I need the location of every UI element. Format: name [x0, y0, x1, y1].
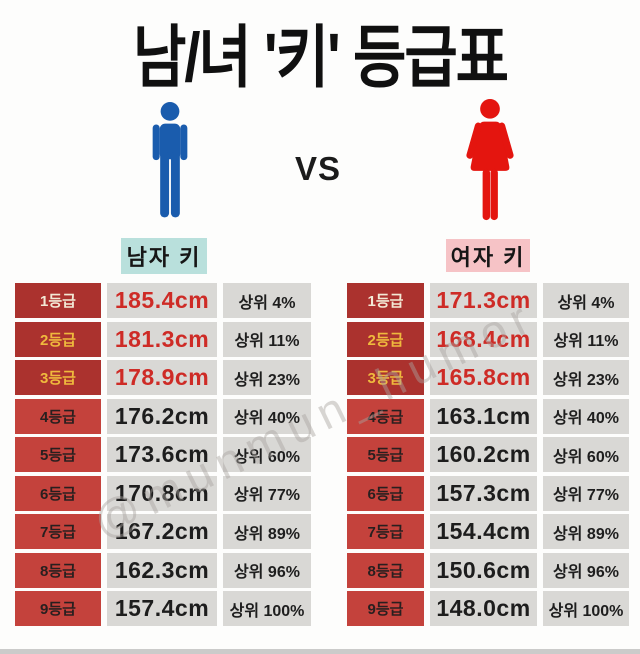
male-row-5: 5등급 173.6cm 상위 60%: [15, 437, 311, 472]
male-percentile-value: 상위 77%: [223, 475, 311, 511]
female-percentile-value: 상위 100%: [543, 591, 629, 626]
female-grade-badge: 6등급: [347, 475, 424, 511]
female-percentile-value: 상위 4%: [543, 283, 629, 318]
female-grade-badge: 9등급: [347, 591, 424, 626]
male-row-1: 1등급 185.4cm 상위 4%: [15, 283, 311, 318]
vs-label: VS: [295, 150, 342, 187]
female-row-9: 9등급 148.0cm 상위 100%: [347, 591, 629, 626]
male-row-4: 4등급 176.2cm 상위 40%: [15, 398, 311, 434]
male-height-table: 1등급 185.4cm 상위 4% 2등급 181.3cm 상위 11% 3등급 178.9c…: [15, 283, 311, 630]
male-height-value: 167.2cm: [107, 514, 217, 549]
male-height-value: 176.2cm: [107, 398, 217, 434]
female-height-value: 150.6cm: [430, 552, 537, 588]
female-percentile-value: 상위 60%: [543, 437, 629, 472]
male-percentile-value: 상위 89%: [223, 514, 311, 549]
male-table-label: 남자 키: [121, 238, 207, 274]
female-height-value: 160.2cm: [430, 437, 537, 472]
male-grade-badge: 1등급: [15, 283, 101, 318]
male-row-9: 9등급 157.4cm 상위 100%: [15, 591, 311, 626]
female-icon: [466, 98, 514, 221]
female-figure: [458, 98, 522, 226]
male-icon: [152, 102, 188, 218]
female-grade-badge: 2등급: [347, 321, 424, 357]
male-row-3: 3등급 178.9cm 상위 23%: [15, 360, 311, 395]
male-percentile-value: 상위 40%: [223, 398, 311, 434]
female-height-table: 1등급 171.3cm 상위 4% 2등급 168.4cm 상위 11% 3등급 165.8c…: [347, 283, 629, 630]
female-row-6: 6등급 157.3cm 상위 77%: [347, 475, 629, 511]
female-height-value: 168.4cm: [430, 321, 537, 357]
male-grade-badge: 5등급: [15, 437, 101, 472]
female-percentile-value: 상위 77%: [543, 475, 629, 511]
female-grade-badge: 5등급: [347, 437, 424, 472]
female-height-value: 165.8cm: [430, 360, 537, 395]
male-percentile-value: 상위 11%: [223, 321, 311, 357]
male-percentile-value: 상위 4%: [223, 283, 311, 318]
female-row-5: 5등급 160.2cm 상위 60%: [347, 437, 629, 472]
male-percentile-value: 상위 100%: [223, 591, 311, 626]
female-percentile-value: 상위 89%: [543, 514, 629, 549]
female-grade-badge: 1등급: [347, 283, 424, 318]
male-percentile-value: 상위 60%: [223, 437, 311, 472]
page-title: 남/녀 '키' 등급표: [132, 19, 509, 97]
male-height-value: 178.9cm: [107, 360, 217, 395]
female-row-8: 8등급 150.6cm 상위 96%: [347, 552, 629, 588]
male-figure: [140, 98, 200, 226]
female-grade-badge: 4등급: [347, 398, 424, 434]
female-height-value: 171.3cm: [430, 283, 537, 318]
female-row-3: 3등급 165.8cm 상위 23%: [347, 360, 629, 395]
female-height-value: 154.4cm: [430, 514, 537, 549]
male-grade-badge: 9등급: [15, 591, 101, 626]
male-grade-badge: 7등급: [15, 514, 101, 549]
female-grade-badge: 7등급: [347, 514, 424, 549]
female-height-value: 148.0cm: [430, 591, 537, 626]
male-grade-badge: 3등급: [15, 360, 101, 395]
female-row-1: 1등급 171.3cm 상위 4%: [347, 283, 629, 318]
male-grade-badge: 4등급: [15, 398, 101, 434]
male-grade-badge: 2등급: [15, 321, 101, 357]
bottom-strip: [0, 649, 640, 654]
male-grade-badge: 6등급: [15, 475, 101, 511]
female-percentile-value: 상위 23%: [543, 360, 629, 395]
male-height-value: 181.3cm: [107, 321, 217, 357]
female-percentile-value: 상위 40%: [543, 398, 629, 434]
female-height-value: 157.3cm: [430, 475, 537, 511]
male-row-2: 2등급 181.3cm 상위 11%: [15, 321, 311, 357]
female-grade-badge: 8등급: [347, 552, 424, 588]
female-percentile-value: 상위 11%: [543, 321, 629, 357]
female-row-7: 7등급 154.4cm 상위 89%: [347, 514, 629, 549]
female-percentile-value: 상위 96%: [543, 552, 629, 588]
female-table-label: 여자 키: [446, 239, 530, 272]
male-height-value: 170.8cm: [107, 475, 217, 511]
female-row-2: 2등급 168.4cm 상위 11%: [347, 321, 629, 357]
male-row-7: 7등급 167.2cm 상위 89%: [15, 514, 311, 549]
male-row-6: 6등급 170.8cm 상위 77%: [15, 475, 311, 511]
male-grade-badge: 8등급: [15, 552, 101, 588]
female-height-value: 163.1cm: [430, 398, 537, 434]
male-percentile-value: 상위 96%: [223, 552, 311, 588]
male-height-value: 173.6cm: [107, 437, 217, 472]
male-height-value: 185.4cm: [107, 283, 217, 318]
male-height-value: 162.3cm: [107, 552, 217, 588]
male-percentile-value: 상위 23%: [223, 360, 311, 395]
male-row-8: 8등급 162.3cm 상위 96%: [15, 552, 311, 588]
female-row-4: 4등급 163.1cm 상위 40%: [347, 398, 629, 434]
female-grade-badge: 3등급: [347, 360, 424, 395]
male-height-value: 157.4cm: [107, 591, 217, 626]
